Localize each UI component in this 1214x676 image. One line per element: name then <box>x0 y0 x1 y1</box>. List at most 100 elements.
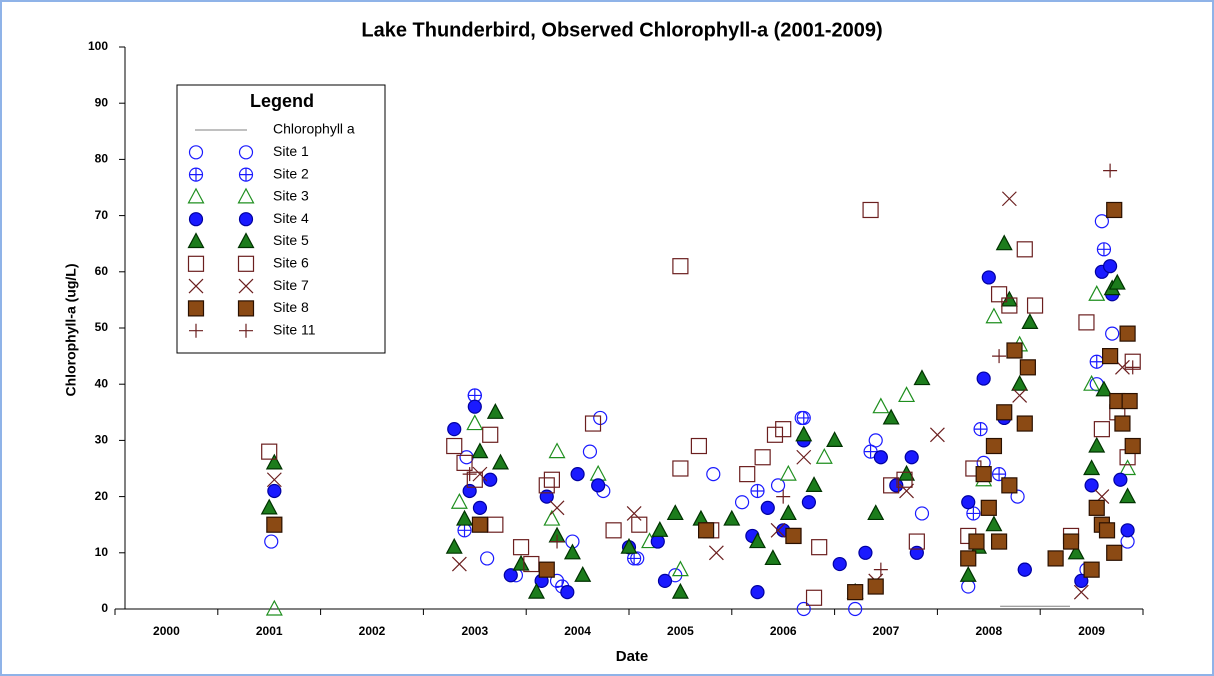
data-point <box>1088 285 1106 301</box>
data-point <box>549 573 565 589</box>
data-point <box>456 454 473 471</box>
data-point <box>1088 436 1106 453</box>
data-point <box>981 270 996 285</box>
x-tick-label: 2000 <box>153 624 180 638</box>
data-point <box>543 509 561 526</box>
data-point <box>582 444 598 459</box>
legend-label: Site 6 <box>273 255 309 271</box>
data-point <box>570 467 585 482</box>
data-point <box>795 425 813 442</box>
data-point <box>548 442 566 459</box>
data-point <box>261 443 278 460</box>
data-point <box>472 500 488 515</box>
data-point <box>914 506 930 521</box>
data-point <box>631 516 648 533</box>
data-point <box>445 537 463 554</box>
data-point <box>527 582 545 599</box>
legend-marker <box>187 187 205 204</box>
data-point <box>1089 354 1104 369</box>
data-point <box>1095 380 1113 397</box>
data-point <box>996 404 1013 421</box>
data-point <box>560 585 575 600</box>
data-point <box>959 566 977 582</box>
legend: Chlorophyll a Site 1 Site 2 Site 3 Site 4 Sit… <box>187 121 355 338</box>
data-point <box>811 539 828 556</box>
data-point <box>650 534 665 549</box>
data-point <box>1026 297 1044 314</box>
y-tick-label: 90 <box>95 95 109 109</box>
legend-marker <box>188 145 204 160</box>
data-point <box>1106 201 1123 219</box>
legend-label: Chlorophyll a <box>273 121 355 137</box>
data-point <box>1067 543 1085 560</box>
y-tick-label: 10 <box>95 545 109 559</box>
data-point <box>929 427 945 443</box>
x-tick-label: 2007 <box>873 624 900 638</box>
data-point <box>805 476 823 492</box>
data-point <box>1103 259 1118 274</box>
data-point <box>796 601 811 617</box>
marks <box>260 163 1141 617</box>
data-point <box>657 573 673 589</box>
data-point <box>990 533 1008 550</box>
data-point <box>754 449 771 466</box>
data-point <box>651 521 669 537</box>
legend-marker <box>188 212 204 227</box>
legend-marker <box>187 300 205 317</box>
data-point <box>512 539 530 556</box>
data-point <box>1093 421 1110 438</box>
data-point <box>266 472 282 488</box>
data-point <box>796 410 811 426</box>
data-point <box>1011 374 1029 391</box>
data-point <box>538 477 555 494</box>
data-point <box>750 483 765 499</box>
data-point <box>1047 550 1064 567</box>
data-point <box>1006 342 1023 359</box>
data-point <box>760 500 775 515</box>
data-point <box>764 549 782 566</box>
data-point <box>1016 415 1033 432</box>
data-point <box>538 561 555 578</box>
data-point <box>620 537 638 554</box>
legend-marker <box>239 323 253 338</box>
data-point <box>805 589 823 606</box>
data-point <box>264 534 279 549</box>
legend-label: Site 11 <box>273 321 316 337</box>
data-point <box>908 533 925 550</box>
data-point <box>584 415 602 432</box>
data-point <box>1021 313 1039 329</box>
y-tick-label: 100 <box>88 39 108 53</box>
data-point <box>1084 478 1099 493</box>
data-point <box>990 286 1008 303</box>
y-tick-label: 30 <box>95 433 109 447</box>
data-point <box>265 453 283 470</box>
data-point <box>909 545 924 560</box>
legend-marker <box>238 212 254 227</box>
data-point <box>1019 359 1036 376</box>
chart-title: Lake Thunderbird, Observed Chlorophyll-a… <box>361 19 882 41</box>
data-point <box>503 568 518 583</box>
data-point <box>913 369 931 386</box>
data-point <box>872 397 890 414</box>
x-tick-label: 2008 <box>975 624 1002 638</box>
data-point <box>775 421 792 438</box>
legend-marker <box>187 232 205 249</box>
data-point <box>1124 437 1141 455</box>
x-tick-label: 2003 <box>461 624 488 638</box>
legend-marker <box>187 255 205 272</box>
data-point <box>873 562 888 577</box>
data-point <box>991 467 1007 482</box>
legend-marker <box>238 167 254 182</box>
legend-marker <box>238 145 254 160</box>
data-point <box>976 371 991 386</box>
data-point <box>766 426 784 443</box>
data-point <box>446 437 463 455</box>
data-point <box>457 523 472 538</box>
data-point <box>549 500 565 516</box>
data-point <box>898 386 916 403</box>
data-point <box>1108 273 1126 290</box>
data-point <box>961 495 976 510</box>
legend-marker <box>237 300 255 317</box>
data-point <box>671 560 689 577</box>
